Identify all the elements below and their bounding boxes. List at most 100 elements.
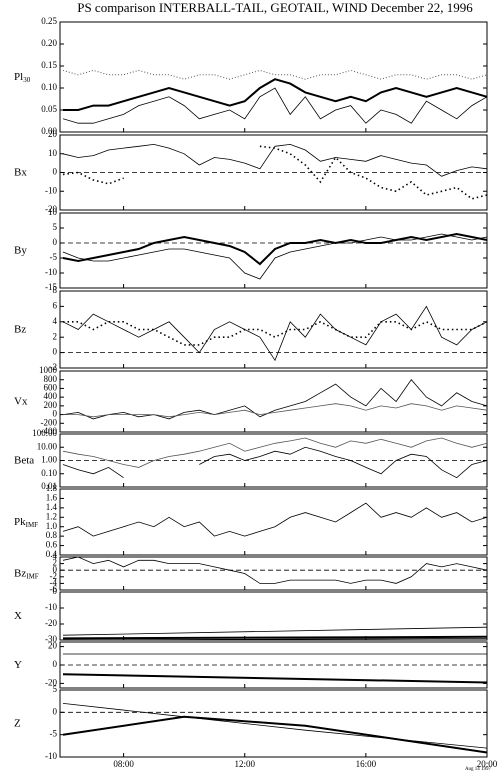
y-axis-label-text: Pl xyxy=(14,71,23,83)
y-axis-label-text: Y xyxy=(14,659,22,671)
y-tick-label: -20 xyxy=(45,677,57,687)
y-axis-label-sub: IMF xyxy=(26,572,39,580)
panel-frame xyxy=(59,21,488,133)
y-tick-label: -10 xyxy=(45,751,57,761)
series-line xyxy=(63,78,488,111)
y-axis-label: Bz xyxy=(14,323,26,335)
series-line xyxy=(62,502,488,537)
y-tick-label: 0.8 xyxy=(46,530,58,540)
y-tick-label: 1.6 xyxy=(46,492,58,502)
y-tick-label: 20 xyxy=(48,129,58,139)
y-tick-label: 5 xyxy=(53,684,58,694)
series-line xyxy=(63,403,488,418)
y-tick-label: -400 xyxy=(41,426,58,436)
y-tick-label: 10.00 xyxy=(37,441,58,451)
y-tick-label: 100.00 xyxy=(32,428,57,438)
y-tick-label: -20 xyxy=(45,204,57,214)
y-tick-label: -6 xyxy=(50,584,58,594)
panel-frame xyxy=(59,290,488,369)
y-tick-label: 0.25 xyxy=(41,16,57,26)
series-line xyxy=(62,673,488,684)
chart-title: PS comparison INTERBALL-TAIL, GEOTAIL, W… xyxy=(77,0,473,15)
y-tick-label: 0 xyxy=(53,167,58,177)
y-tick-label: -2 xyxy=(50,571,58,581)
y-tick-label: -30 xyxy=(45,634,57,644)
y-tick-label: 0 xyxy=(53,706,58,716)
y-tick-label: 0 xyxy=(53,586,58,596)
series-line xyxy=(62,446,488,479)
y-axis-label-text: Vx xyxy=(14,395,28,407)
y-tick-label: -5 xyxy=(50,729,58,739)
y-tick-label: 10 xyxy=(48,207,58,217)
panel-frame xyxy=(59,591,488,641)
x-tick-label: 12:00 xyxy=(234,759,255,769)
series-line xyxy=(62,87,488,124)
y-axis-label: Beta xyxy=(14,454,34,466)
y-tick-label: -2 xyxy=(50,362,58,372)
y-tick-label: 20 xyxy=(48,641,58,651)
y-axis-label: Z xyxy=(14,717,21,729)
y-axis-label-sub: 30 xyxy=(23,76,31,84)
y-tick-label: 0 xyxy=(53,237,58,247)
y-axis-label-text: Bz xyxy=(14,567,26,579)
x-tick-label: 20:00 xyxy=(477,759,498,769)
x-tick-label: 16:00 xyxy=(356,759,377,769)
y-tick-label: 4 xyxy=(53,316,58,326)
series-line xyxy=(62,638,488,641)
y-axis-label: Y xyxy=(14,659,22,671)
y-axis-label-text: Bx xyxy=(14,166,27,178)
y-tick-label: 10 xyxy=(48,148,58,158)
y-axis-label-text: Z xyxy=(14,717,21,729)
y-tick-label: -10 xyxy=(45,267,57,277)
series-line xyxy=(62,556,488,584)
series-line xyxy=(62,232,488,266)
y-tick-label: 800 xyxy=(44,374,58,384)
y-axis-label-text: X xyxy=(14,610,22,622)
y-tick-label: 0.01 xyxy=(41,481,57,491)
note: Aug 14 1997 xyxy=(465,767,492,772)
x-tick-label: 08:00 xyxy=(113,759,134,769)
series-line xyxy=(62,69,488,80)
y-tick-label: 0.10 xyxy=(41,82,57,92)
y-tick-label: 0 xyxy=(53,347,58,357)
y-axis-label: Pl30 xyxy=(14,71,31,84)
y-tick-label: 200 xyxy=(44,400,58,410)
y-tick-label: -15 xyxy=(45,282,57,292)
y-tick-label: 6 xyxy=(53,300,58,310)
y-tick-label: -10 xyxy=(45,185,57,195)
y-tick-label: -20 xyxy=(45,618,57,628)
y-tick-label: 0.4 xyxy=(46,549,58,559)
y-tick-label: 1.00 xyxy=(41,455,57,465)
y-tick-label: 0 xyxy=(53,409,58,419)
y-tick-label: 5 xyxy=(53,222,58,232)
y-tick-label: 0 xyxy=(53,659,58,669)
y-axis-label: PkIMF xyxy=(14,516,38,529)
y-axis-label-text: Beta xyxy=(14,454,34,466)
y-tick-label: 2 xyxy=(53,558,58,568)
y-tick-label: 0.15 xyxy=(41,60,57,70)
series-line xyxy=(62,379,488,420)
series-line xyxy=(62,715,488,754)
y-tick-label: -4 xyxy=(50,577,58,587)
y-axis-label: By xyxy=(14,244,27,256)
y-tick-label: 0 xyxy=(53,564,58,574)
y-tick-label: 1000 xyxy=(39,365,58,375)
y-axis-label: BzIMF xyxy=(14,567,39,580)
panel-frame xyxy=(59,370,488,433)
series-line xyxy=(62,305,488,362)
y-tick-label: -10 xyxy=(45,602,57,612)
panel-frame xyxy=(59,212,488,289)
y-axis-label-text: By xyxy=(14,244,27,256)
y-tick-label: 0.20 xyxy=(41,38,57,48)
series-line xyxy=(62,145,488,200)
y-tick-label: -5 xyxy=(50,252,58,262)
y-tick-label: 8 xyxy=(53,285,58,295)
y-axis-label: Bx xyxy=(14,166,27,178)
series-line xyxy=(62,233,488,280)
y-axis-label-text: Pk xyxy=(14,516,26,528)
series-line xyxy=(62,143,488,177)
series-line xyxy=(62,635,488,640)
y-tick-label: 4 xyxy=(53,551,58,561)
y-tick-label: 1.4 xyxy=(46,502,58,512)
